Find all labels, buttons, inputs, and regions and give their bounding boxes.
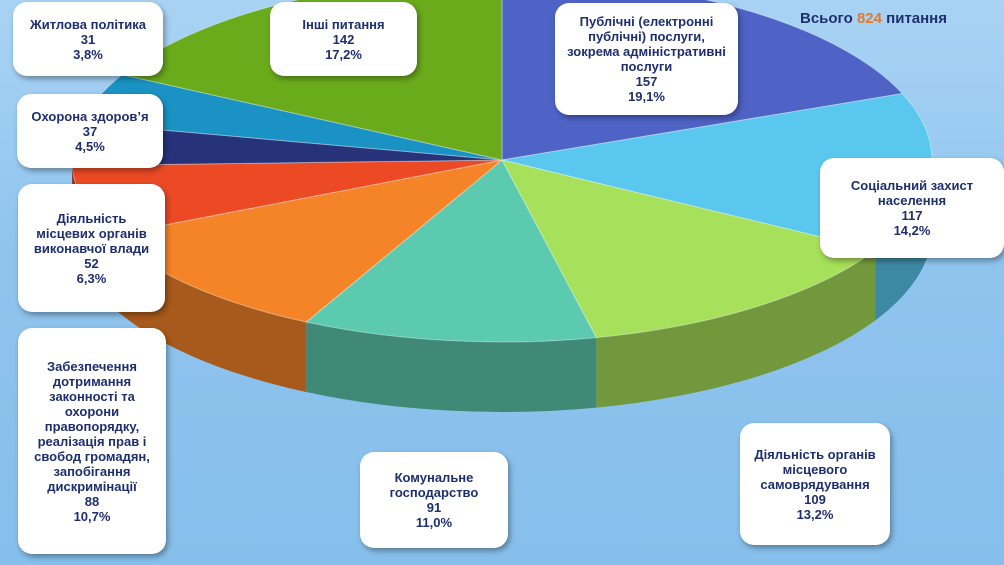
total-prefix: Всього <box>800 10 853 27</box>
callout-social-protection: Соціальний захист населення 117 14,2% <box>820 158 1004 258</box>
callout-label: Комунальне господарство <box>389 470 479 500</box>
total-caption: Всього 824 питання <box>800 10 947 27</box>
callout-law-enforcement: Забезпечення дотримання законності та ох… <box>18 328 166 554</box>
callout-value: 109 <box>804 491 826 507</box>
pie-slice-3 <box>305 159 598 343</box>
total-value: 824 <box>856 10 882 27</box>
callout-label: Публічні (електронні публічні) послуги, … <box>567 14 726 74</box>
callout-label: Діяльність органів місцевого самоврядува… <box>754 446 876 492</box>
callout-value: 88 <box>84 493 100 509</box>
callout-health-care: Охорона здоров’я 37 4,5% <box>17 94 163 168</box>
pie-slice-2 <box>501 159 877 339</box>
callout-percent: 13,2% <box>796 506 834 522</box>
pie-slice-side-2 <box>596 250 876 408</box>
callout-percent: 14,2% <box>893 223 931 238</box>
callout-value: 52 <box>84 255 99 271</box>
callout-other-issues: Інші питання 142 17,2% <box>270 2 417 76</box>
callout-label: Діяльність місцевих органів виконавчої в… <box>33 210 150 256</box>
callout-label: Інші питання <box>302 16 385 32</box>
callout-percent: 17,2% <box>325 46 362 62</box>
callout-communal-services: Комунальне господарство 91 11,0% <box>360 452 508 548</box>
callout-label: Житлова політика <box>29 16 147 32</box>
callout-percent: 6,3% <box>76 270 107 286</box>
callout-value: 157 <box>635 74 658 89</box>
callout-value: 91 <box>426 500 442 515</box>
pie-slice-side-3 <box>306 322 597 412</box>
callout-label: Забезпечення дотримання законності та ох… <box>34 358 150 494</box>
callout-value: 37 <box>82 123 98 139</box>
callout-public-services: Публічні (електронні публічні) послуги, … <box>555 3 738 115</box>
callout-percent: 4,5% <box>75 138 105 154</box>
total-suffix: питання <box>886 10 947 27</box>
callout-percent: 10,7% <box>73 508 111 524</box>
callout-percent: 11,0% <box>415 515 453 530</box>
callout-value: 142 <box>332 31 355 47</box>
callout-percent: 3,8% <box>73 46 103 62</box>
callout-local-self-government: Діяльність органів місцевого самоврядува… <box>740 423 890 545</box>
callout-local-executive: Діяльність місцевих органів виконавчої в… <box>18 184 165 312</box>
callout-label: Соціальний захист населення <box>850 178 974 208</box>
callout-label: Охорона здоров’я <box>31 108 149 124</box>
callout-percent: 19,1% <box>628 89 665 104</box>
callout-value: 117 <box>901 208 923 223</box>
callout-housing-policy: Житлова політика 31 3,8% <box>13 2 163 76</box>
callout-value: 31 <box>80 31 96 47</box>
